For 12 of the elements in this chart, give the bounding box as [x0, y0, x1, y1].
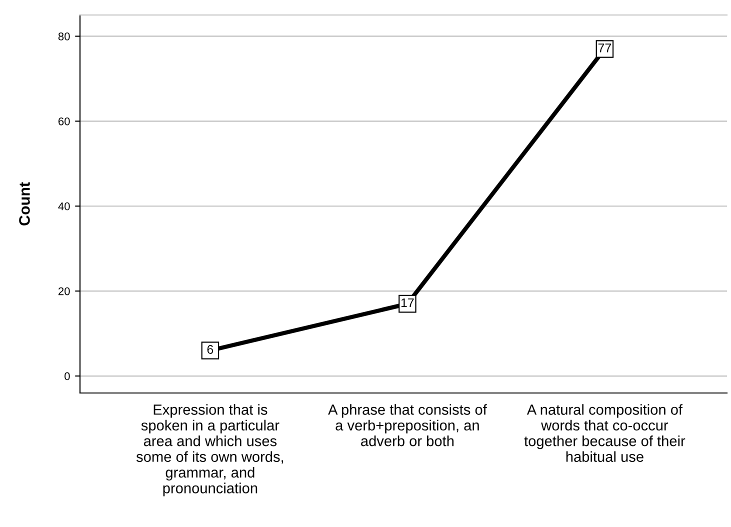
y-axis-title: Count [19, 182, 30, 226]
y-tick-label: 0 [64, 372, 70, 380]
data-label: 17 [401, 298, 414, 308]
y-tick-label: 80 [58, 32, 70, 40]
y-tick-label: 60 [58, 117, 70, 126]
y-tick-label: 20 [58, 287, 70, 296]
x-tick-label: A natural composition of words that co-occur together because of their habitual use [524, 404, 686, 462]
y-tick-label: 40 [58, 202, 70, 210]
x-tick-label: Expression that is spoken in a particular area and which uses some of its own words, grammar, and pronounciation [136, 404, 284, 496]
data-label: 6 [207, 345, 214, 354]
x-tick-label: A phrase that consists of a verb+preposition, an adverb or both [328, 404, 487, 446]
data-label: 77 [598, 44, 612, 52]
